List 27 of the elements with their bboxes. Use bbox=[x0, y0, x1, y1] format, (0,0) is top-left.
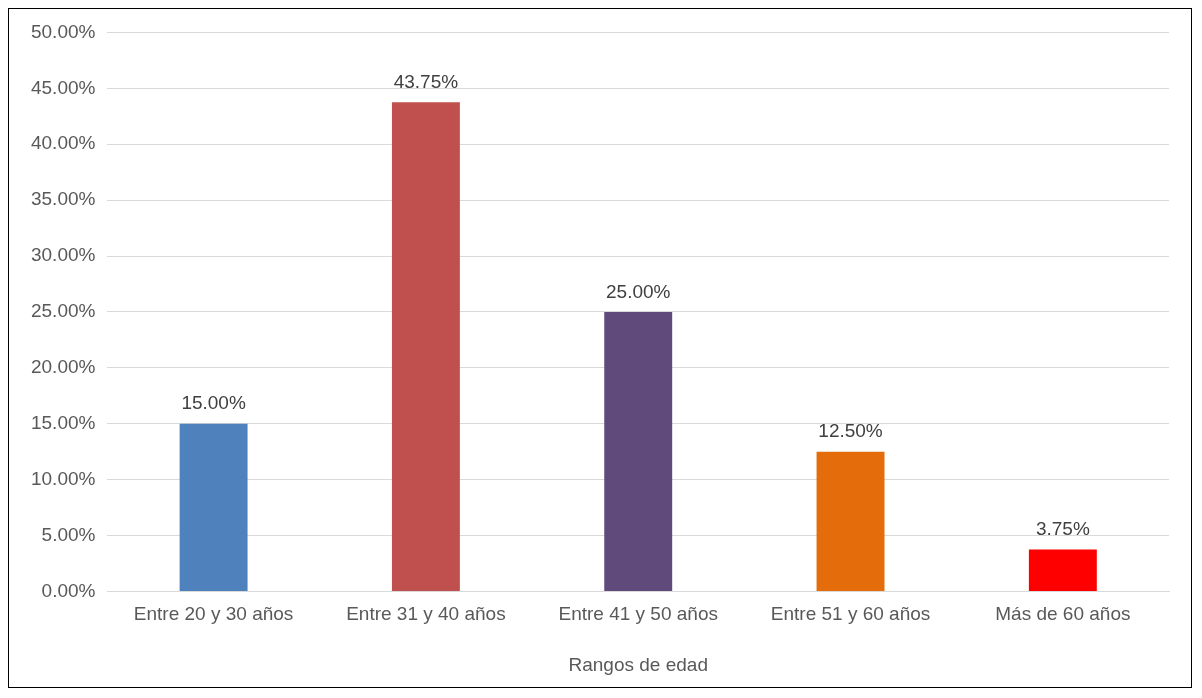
data-label: 15.00% bbox=[181, 392, 246, 414]
x-tick-label: Entre 51 y 60 años bbox=[770, 603, 931, 625]
bar bbox=[816, 451, 885, 591]
bar bbox=[391, 102, 460, 591]
y-tick-label: 15.00% bbox=[30, 411, 96, 433]
bar bbox=[604, 311, 673, 591]
data-label: 25.00% bbox=[605, 280, 671, 302]
y-tick-label: 50.00% bbox=[30, 20, 96, 42]
y-tick-label: 0.00% bbox=[41, 579, 96, 601]
y-tick-label: 30.00% bbox=[30, 244, 96, 266]
y-tick-label: 10.00% bbox=[30, 467, 96, 489]
x-axis-title: Rangos de edad bbox=[568, 653, 708, 675]
data-label: 12.50% bbox=[818, 420, 883, 442]
data-label: 43.75% bbox=[393, 71, 459, 93]
y-tick-label: 40.00% bbox=[30, 132, 96, 154]
y-tick-label: 25.00% bbox=[30, 300, 96, 322]
x-tick-label: Entre 31 y 40 años bbox=[346, 603, 506, 625]
x-tick-label: Más de 60 años bbox=[995, 603, 1131, 625]
x-tick-label: Entre 41 y 50 años bbox=[558, 603, 718, 625]
bar bbox=[1028, 549, 1097, 591]
y-tick-label: 5.00% bbox=[41, 523, 96, 545]
y-tick-label: 35.00% bbox=[30, 188, 96, 210]
x-tick-label: Entre 20 y 30 años bbox=[133, 603, 294, 625]
bar bbox=[179, 423, 248, 591]
y-tick-label: 45.00% bbox=[30, 76, 96, 98]
y-tick-label: 20.00% bbox=[30, 356, 96, 378]
data-label: 3.75% bbox=[1035, 518, 1090, 540]
